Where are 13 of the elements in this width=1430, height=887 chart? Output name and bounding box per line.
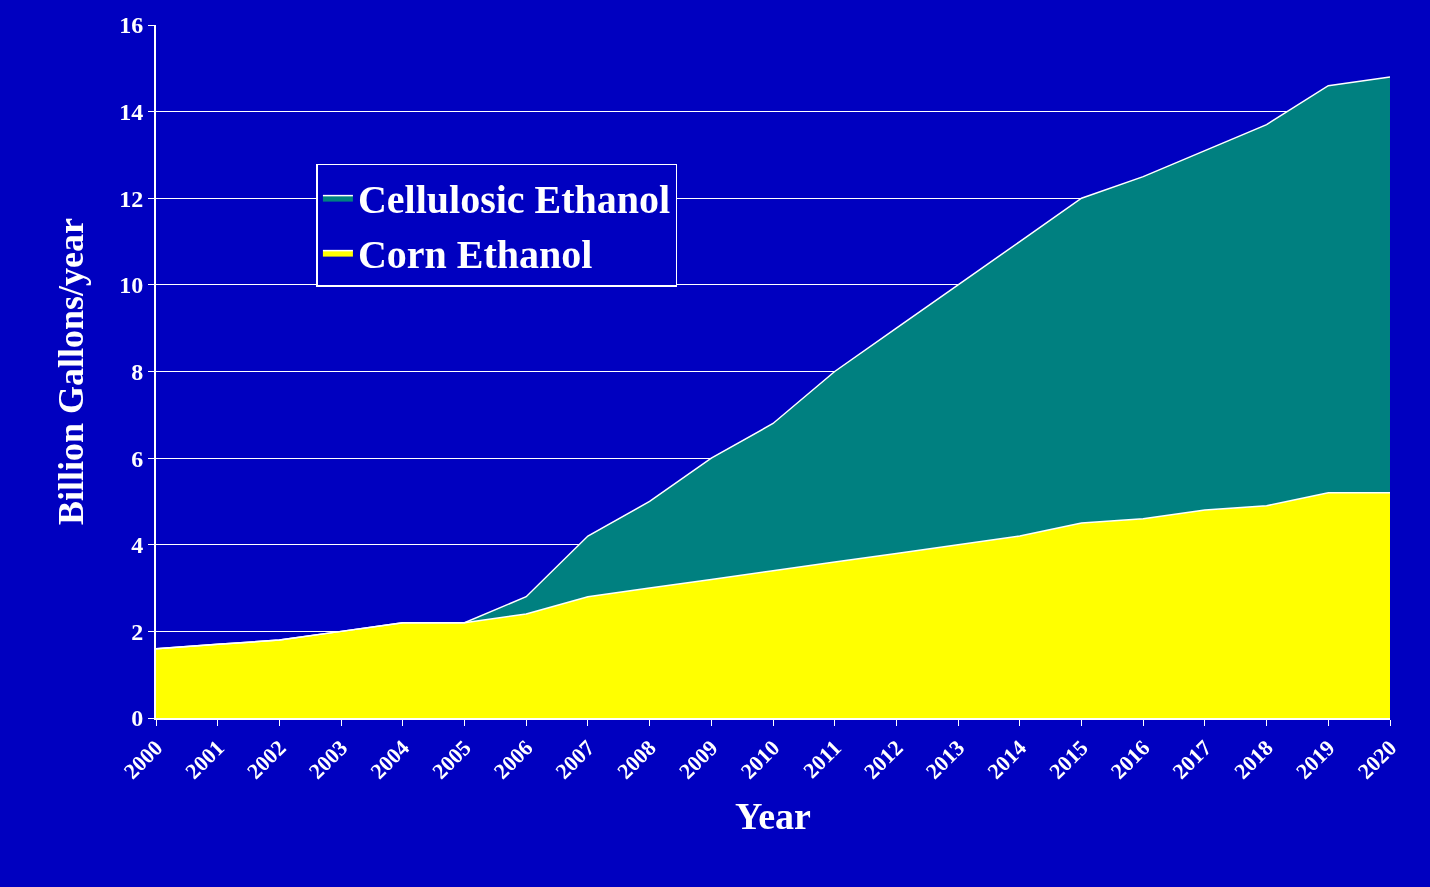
y-tick-label: 2: [131, 618, 144, 645]
y-axis-title: Billion Gallons/year: [50, 217, 91, 526]
legend-label: Corn Ethanol: [357, 232, 593, 278]
y-tick-label: 8: [131, 358, 144, 385]
y-tick-label: 6: [131, 445, 144, 472]
y-tick-label: 16: [119, 12, 144, 39]
legend-label: Cellulosic Ethanol: [357, 177, 671, 223]
y-tick-label: 12: [119, 185, 144, 212]
x-axis-title: Year: [735, 795, 812, 838]
y-tick-label: 0: [131, 705, 144, 732]
y-tick-label: 10: [119, 272, 144, 299]
y-tick-label: 14: [119, 99, 144, 126]
y-tick-label: 4: [131, 532, 144, 559]
